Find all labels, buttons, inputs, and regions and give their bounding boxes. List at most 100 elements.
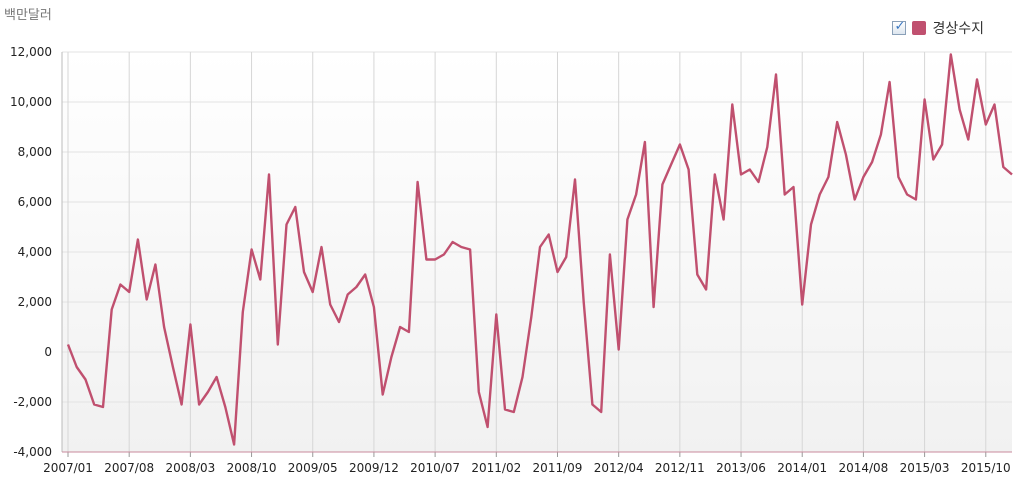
data-point[interactable]: [327, 302, 333, 308]
data-point[interactable]: [423, 257, 429, 263]
data-point[interactable]: [502, 407, 508, 413]
data-point[interactable]: [345, 292, 351, 298]
data-point[interactable]: [1000, 164, 1006, 170]
data-point[interactable]: [275, 342, 281, 348]
data-point[interactable]: [790, 184, 796, 190]
data-point[interactable]: [292, 204, 298, 210]
data-point[interactable]: [869, 159, 875, 165]
data-point[interactable]: [467, 247, 473, 253]
data-point[interactable]: [992, 102, 998, 108]
data-point[interactable]: [686, 167, 692, 173]
data-point[interactable]: [668, 162, 674, 168]
data-point[interactable]: [109, 307, 115, 313]
data-point[interactable]: [703, 287, 709, 293]
data-point[interactable]: [895, 174, 901, 180]
data-point[interactable]: [860, 174, 866, 180]
data-point[interactable]: [82, 377, 88, 383]
data-point[interactable]: [222, 404, 228, 410]
data-point[interactable]: [196, 402, 202, 408]
data-point[interactable]: [231, 442, 237, 448]
data-point[interactable]: [415, 179, 421, 185]
data-point[interactable]: [170, 364, 176, 370]
data-point[interactable]: [362, 272, 368, 278]
data-point[interactable]: [843, 152, 849, 158]
data-point[interactable]: [161, 324, 167, 330]
data-point[interactable]: [633, 192, 639, 198]
data-point[interactable]: [152, 262, 158, 268]
data-point[interactable]: [485, 424, 491, 430]
data-point[interactable]: [441, 252, 447, 258]
data-point[interactable]: [371, 304, 377, 310]
data-point[interactable]: [939, 142, 945, 148]
data-point[interactable]: [834, 119, 840, 125]
data-point[interactable]: [214, 374, 220, 380]
data-point[interactable]: [651, 304, 657, 310]
data-point[interactable]: [922, 97, 928, 103]
data-point[interactable]: [257, 277, 263, 283]
data-point[interactable]: [240, 309, 246, 315]
data-point[interactable]: [458, 244, 464, 250]
data-point[interactable]: [301, 269, 307, 275]
data-point[interactable]: [808, 222, 814, 228]
data-point[interactable]: [179, 402, 185, 408]
data-point[interactable]: [616, 347, 622, 353]
data-point[interactable]: [773, 72, 779, 78]
data-point[interactable]: [581, 299, 587, 305]
data-point[interactable]: [520, 374, 526, 380]
data-point[interactable]: [336, 319, 342, 325]
data-point[interactable]: [878, 132, 884, 138]
data-point[interactable]: [380, 392, 386, 398]
data-point[interactable]: [353, 284, 359, 290]
data-point[interactable]: [930, 157, 936, 163]
data-point[interactable]: [957, 107, 963, 113]
data-point[interactable]: [74, 364, 80, 370]
data-point[interactable]: [887, 79, 893, 85]
data-point[interactable]: [983, 122, 989, 128]
data-point[interactable]: [266, 172, 272, 178]
data-point[interactable]: [764, 144, 770, 150]
data-point[interactable]: [913, 197, 919, 203]
data-point[interactable]: [100, 404, 106, 410]
data-point[interactable]: [126, 289, 132, 295]
data-point[interactable]: [756, 179, 762, 185]
data-point[interactable]: [729, 102, 735, 108]
data-point[interactable]: [782, 192, 788, 198]
legend[interactable]: 경상수지: [892, 18, 984, 38]
data-point[interactable]: [677, 142, 683, 148]
data-point[interactable]: [476, 389, 482, 395]
data-point[interactable]: [511, 409, 517, 415]
data-point[interactable]: [852, 197, 858, 203]
data-point[interactable]: [493, 312, 499, 318]
data-point[interactable]: [528, 314, 534, 320]
data-point[interactable]: [965, 137, 971, 143]
data-point[interactable]: [450, 239, 456, 245]
data-point[interactable]: [1009, 172, 1015, 178]
legend-checkbox[interactable]: [892, 19, 907, 35]
data-point[interactable]: [712, 172, 718, 178]
data-point[interactable]: [318, 244, 324, 250]
data-point[interactable]: [904, 192, 910, 198]
data-point[interactable]: [397, 324, 403, 330]
data-point[interactable]: [406, 329, 412, 335]
data-point[interactable]: [721, 217, 727, 223]
data-point[interactable]: [659, 182, 665, 188]
data-point[interactable]: [187, 322, 193, 328]
data-point[interactable]: [694, 272, 700, 278]
data-point[interactable]: [799, 302, 805, 308]
data-point[interactable]: [310, 289, 316, 295]
data-point[interactable]: [91, 402, 97, 408]
data-point[interactable]: [135, 237, 141, 243]
data-point[interactable]: [598, 409, 604, 415]
data-point[interactable]: [974, 77, 980, 83]
data-point[interactable]: [747, 167, 753, 173]
data-point[interactable]: [388, 354, 394, 360]
data-point[interactable]: [537, 244, 543, 250]
data-point[interactable]: [144, 297, 150, 303]
data-point[interactable]: [563, 254, 569, 260]
data-point[interactable]: [624, 217, 630, 223]
data-point[interactable]: [948, 52, 954, 58]
data-point[interactable]: [825, 174, 831, 180]
data-point[interactable]: [117, 282, 123, 288]
data-point[interactable]: [572, 177, 578, 183]
data-point[interactable]: [432, 257, 438, 263]
